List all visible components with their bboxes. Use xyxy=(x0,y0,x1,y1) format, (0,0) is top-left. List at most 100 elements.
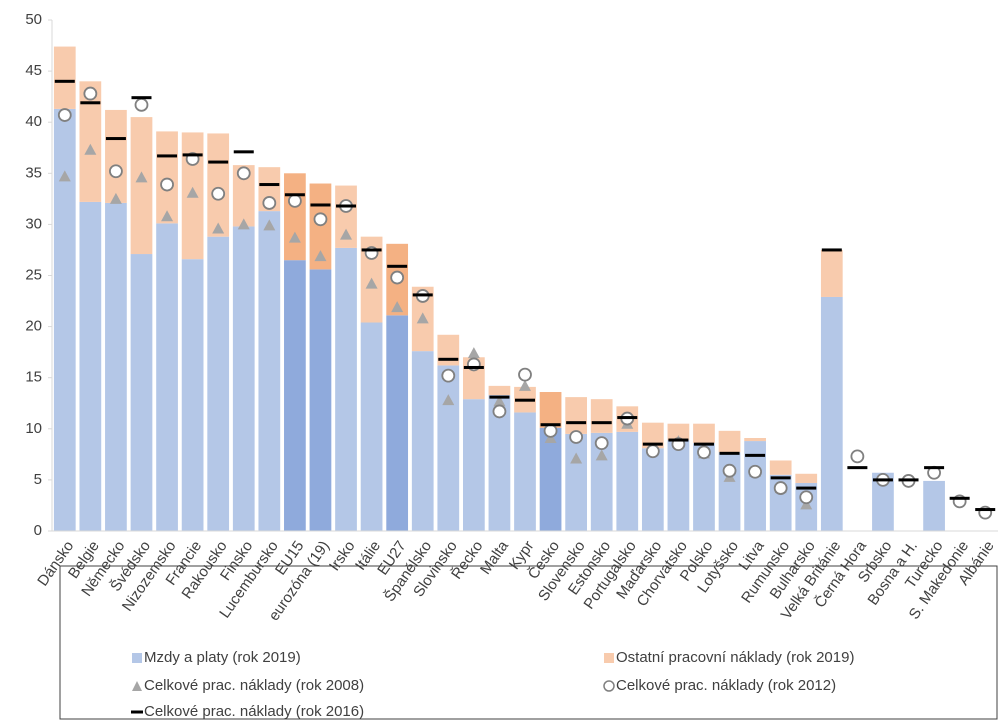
y-tick-label: 45 xyxy=(25,62,42,79)
marker-dash xyxy=(387,264,408,268)
bar-segment xyxy=(232,165,255,227)
bar-segment xyxy=(744,437,766,442)
bar-segment xyxy=(795,473,818,483)
bar-segment xyxy=(693,423,715,444)
bar-segment xyxy=(258,211,281,531)
marker-triangle xyxy=(416,312,429,324)
marker-triangle xyxy=(595,449,608,461)
marker-dash xyxy=(975,508,996,512)
legend-swatch xyxy=(132,653,142,663)
marker-dash xyxy=(182,153,203,157)
bar-segment xyxy=(232,226,255,531)
legend-label: Celkové prac. náklady (rok 2008) xyxy=(144,677,364,694)
bar-segment xyxy=(769,460,792,475)
marker-dash xyxy=(693,442,714,446)
marker-dash xyxy=(745,453,766,457)
marker-circle xyxy=(697,445,711,460)
bar-segment xyxy=(335,247,357,531)
marker-dash xyxy=(617,416,638,420)
bar-segment xyxy=(667,440,690,531)
bar-segment xyxy=(590,432,613,531)
legend-label: Celkové prac. náklady (rok 2016) xyxy=(144,703,364,720)
marker-dash xyxy=(872,478,893,482)
bar-segment xyxy=(872,472,894,531)
marker-circle xyxy=(722,463,737,478)
marker-dash xyxy=(208,160,229,164)
marker-dash xyxy=(949,496,970,500)
legend-swatch xyxy=(603,680,615,692)
bar-segment xyxy=(437,334,460,366)
marker-circle xyxy=(262,196,277,210)
marker-circle xyxy=(57,108,72,122)
legend-label: Ostatní pracovní náklady (rok 2019) xyxy=(616,649,854,666)
marker-circle xyxy=(850,449,865,464)
marker-dash xyxy=(336,204,357,208)
marker-dash xyxy=(668,438,689,442)
bar-segment xyxy=(641,448,664,531)
marker-circle xyxy=(518,367,532,382)
bar-segment xyxy=(207,133,230,237)
bar-segment xyxy=(488,395,511,531)
marker-circle xyxy=(160,177,174,192)
marker-dash xyxy=(540,423,561,427)
bar-segment xyxy=(156,223,178,532)
marker-triangle xyxy=(340,228,353,240)
marker-triangle xyxy=(263,219,276,231)
marker-triangle xyxy=(314,250,327,262)
marker-dash xyxy=(412,293,433,297)
x-tick-label: Irsko xyxy=(326,538,359,574)
bar-segment xyxy=(616,431,639,531)
marker-circle xyxy=(773,481,788,495)
marker-triangle xyxy=(288,231,301,243)
legend-swatch xyxy=(604,653,614,663)
marker-circle xyxy=(569,430,584,444)
marker-triangle xyxy=(186,186,199,198)
bar-segment xyxy=(207,236,230,531)
marker-dash xyxy=(233,150,254,154)
bar-segment xyxy=(335,185,357,248)
bar-segment xyxy=(386,315,409,531)
marker-circle xyxy=(287,193,302,208)
bar-segment xyxy=(79,201,102,531)
bar-segment xyxy=(53,46,76,109)
marker-triangle xyxy=(570,452,583,464)
bar-segment xyxy=(590,399,613,433)
marker-dash xyxy=(591,421,612,425)
marker-triangle xyxy=(519,379,531,391)
bar-segment xyxy=(130,117,153,255)
legend-swatch xyxy=(131,710,143,714)
marker-dash xyxy=(770,476,791,480)
bar-segment xyxy=(820,296,843,531)
bar-segment xyxy=(923,480,945,531)
bar-segment xyxy=(105,109,127,203)
marker-dash xyxy=(566,421,587,425)
bar-segment xyxy=(667,423,690,441)
marker-circle xyxy=(799,490,814,505)
marker-triangle xyxy=(493,395,506,407)
bar-segment xyxy=(565,433,588,531)
y-tick-label: 5 xyxy=(34,471,42,488)
marker-circle xyxy=(594,436,609,451)
bar-segment xyxy=(462,399,485,531)
bar-segment xyxy=(565,397,588,434)
bar-segment xyxy=(360,322,383,531)
marker-dash xyxy=(489,395,510,399)
marker-dash xyxy=(54,79,75,83)
marker-dash xyxy=(284,193,305,197)
marker-circle xyxy=(441,368,456,383)
marker-dash xyxy=(310,203,331,207)
marker-circle xyxy=(313,212,328,227)
marker-dash xyxy=(131,96,152,100)
marker-circle xyxy=(109,164,123,179)
y-tick-label: 30 xyxy=(25,215,42,232)
marker-dash xyxy=(924,466,945,470)
marker-triangle xyxy=(212,222,225,234)
bar-segment xyxy=(539,427,562,531)
marker-dash xyxy=(847,466,868,470)
marker-triangle xyxy=(58,170,71,182)
bar-segment xyxy=(105,202,127,532)
marker-circle xyxy=(748,464,763,479)
marker-circle xyxy=(134,97,149,112)
